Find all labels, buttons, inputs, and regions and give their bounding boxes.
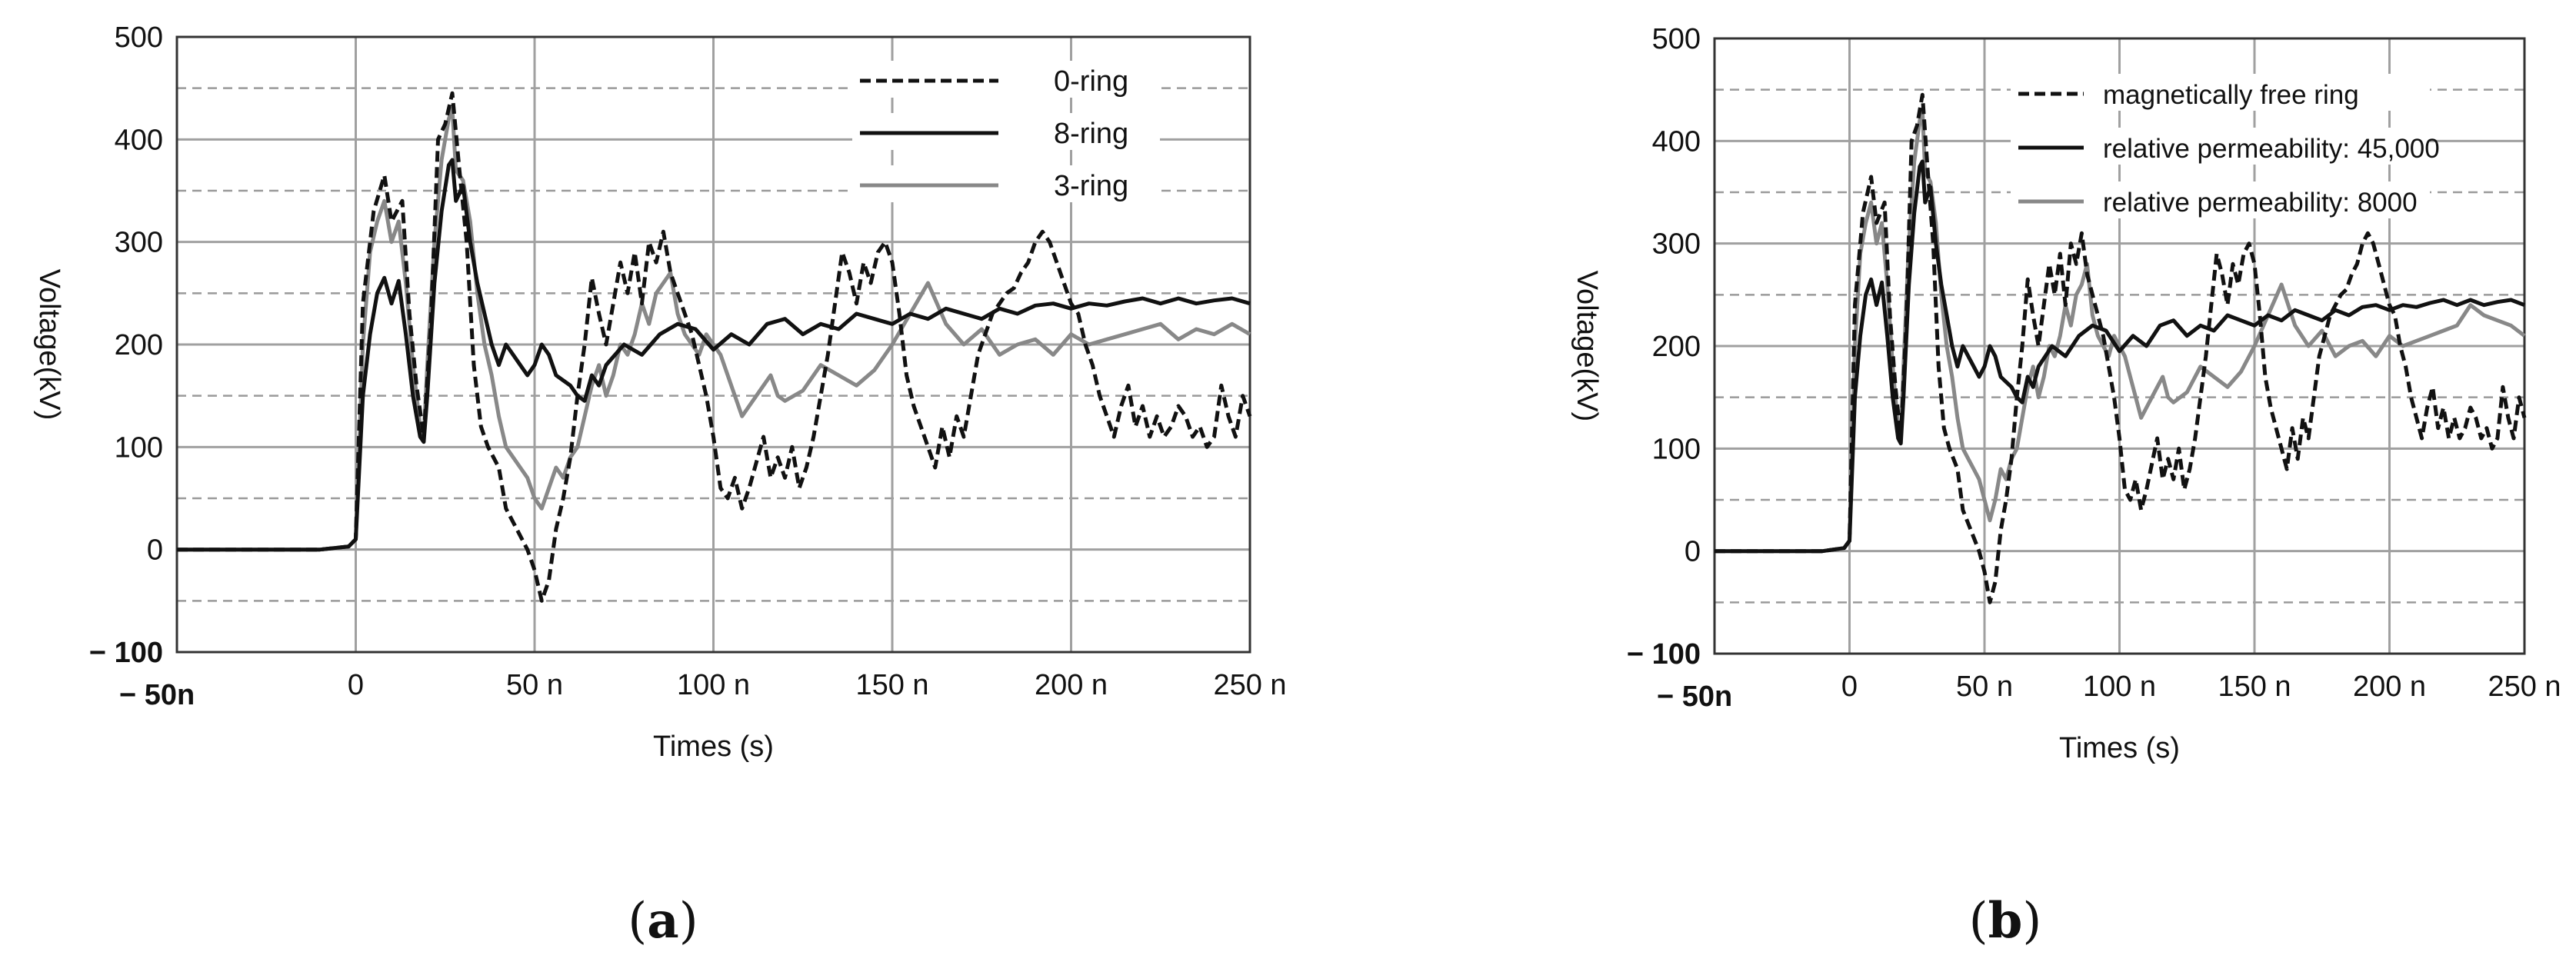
x-tick-label: 250 n bbox=[1213, 669, 1286, 701]
x-tick-label: 0 bbox=[1841, 671, 1858, 703]
series-line-1 bbox=[1715, 159, 2525, 554]
y-axis-label: Voltage(kV) bbox=[33, 269, 65, 420]
series-line-0 bbox=[177, 91, 1252, 603]
series-line-2 bbox=[177, 106, 1251, 552]
series-line-1 bbox=[177, 158, 1251, 552]
legend-bg bbox=[2011, 74, 2430, 111]
y-tick-label: 100 bbox=[1652, 433, 1701, 465]
x-tick-label: − 50n bbox=[1657, 681, 1732, 713]
series-line-0 bbox=[1715, 92, 2527, 604]
x-axis-label: Times (s) bbox=[2059, 732, 2180, 764]
legend-label-0: magnetically free ring bbox=[2103, 80, 2359, 110]
y-tick-label: 0 bbox=[147, 534, 163, 567]
y-axis-label: Voltage(kV) bbox=[1571, 271, 1603, 421]
x-tick-label: 100 n bbox=[2083, 671, 2156, 703]
x-tick-label: 250 n bbox=[2488, 671, 2561, 703]
y-tick-label: 200 bbox=[115, 329, 163, 361]
chart-a-svg: − 100 0 100 200 300 400 500 − 50n 0 50 n 100 n 150 … bbox=[33, 22, 1287, 763]
x-tick-label: 150 n bbox=[2218, 671, 2291, 703]
x-tick-label: 200 n bbox=[2353, 671, 2426, 703]
y-tick-label: 400 bbox=[115, 124, 163, 156]
legend-label-2: relative permeability: 8000 bbox=[2103, 188, 2418, 218]
y-tick-label: 500 bbox=[115, 22, 163, 54]
plot-frame bbox=[175, 35, 1251, 654]
y-tick-label: 300 bbox=[1652, 228, 1701, 261]
x-tick-label: 50 n bbox=[1956, 671, 2013, 703]
x-tick-label: − 50n bbox=[119, 679, 195, 711]
y-tick-label: 0 bbox=[1685, 536, 1701, 568]
x-tick-label: 150 n bbox=[855, 669, 928, 701]
legend-label-2: 3-ring bbox=[1054, 170, 1128, 202]
legend-label-1: 8-ring bbox=[1054, 118, 1128, 150]
chart-panel-b: − 100 0 100 200 300 400 500 − 50n 0 50 n 100 n 150 … bbox=[1288, 0, 2575, 962]
y-tick-label: 200 bbox=[1652, 331, 1701, 363]
x-tick-label: 0 bbox=[348, 669, 364, 701]
y-tick-label: 100 bbox=[115, 431, 163, 464]
x-tick-label: 50 n bbox=[506, 669, 563, 701]
y-tick-label: − 100 bbox=[89, 637, 163, 669]
chart-b-svg: − 100 0 100 200 300 400 500 − 50n 0 50 n 100 n 150 … bbox=[1571, 23, 2561, 764]
x-tick-label: 100 n bbox=[677, 669, 750, 701]
legend-label-0: 0-ring bbox=[1054, 65, 1128, 98]
y-tick-label: 500 bbox=[1652, 23, 1701, 55]
plot-frame bbox=[1713, 37, 2526, 655]
x-tick-label: 200 n bbox=[1035, 669, 1108, 701]
caption-b: (b) bbox=[1968, 892, 2042, 950]
caption-a: (a) bbox=[628, 892, 698, 950]
x-axis-label: Times (s) bbox=[653, 731, 774, 763]
legend-label-1: relative permeability: 45,000 bbox=[2103, 134, 2440, 164]
chart-panel-a: − 100 0 100 200 300 400 500 − 50n 0 50 n 100 n 150 … bbox=[33, 22, 1287, 950]
y-tick-label: − 100 bbox=[1627, 638, 1701, 671]
y-tick-label: 300 bbox=[115, 227, 163, 259]
y-tick-label: 400 bbox=[1652, 125, 1701, 158]
legend-bg bbox=[852, 61, 1160, 98]
